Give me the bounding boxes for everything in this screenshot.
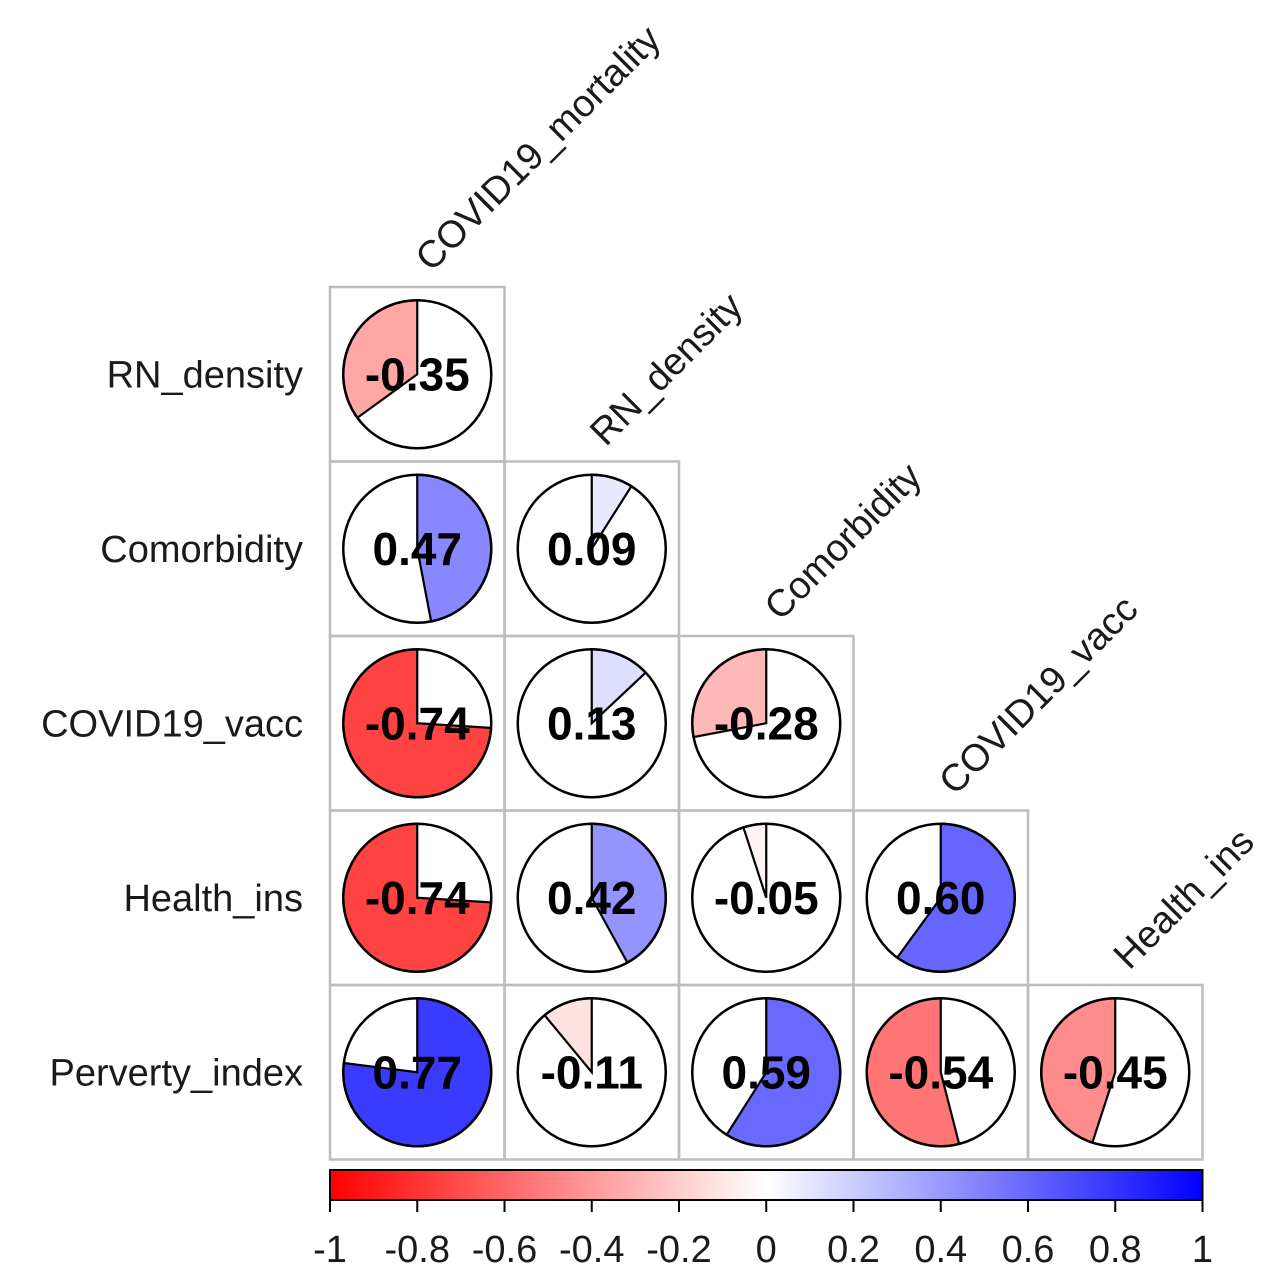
cell-Perverty_index-Comorbidity: 0.59 xyxy=(677,983,855,1161)
colorbar-tick-label: -0.2 xyxy=(646,1229,711,1271)
cell-Perverty_index-COVID19_mortality: 0.77 xyxy=(328,983,506,1161)
column-label: Comorbidity xyxy=(757,455,930,628)
pie-outline xyxy=(342,822,493,973)
value-label: -0.28 xyxy=(714,697,819,749)
column-label: Health_ins xyxy=(1106,821,1263,978)
pie-outline xyxy=(342,299,493,450)
colorbar-tick-label: -1 xyxy=(313,1229,347,1271)
value-label: -0.74 xyxy=(365,872,470,924)
colorbar-tick-label: -0.6 xyxy=(472,1229,537,1271)
value-label: -0.54 xyxy=(888,1046,993,1098)
pie-outline xyxy=(865,997,1016,1148)
row-label: COVID19_vacc xyxy=(41,703,303,745)
row-label: RN_density xyxy=(107,354,303,396)
cell-Perverty_index-Health_ins: -0.45 xyxy=(1026,983,1204,1161)
column-label: RN_density xyxy=(582,285,751,454)
cell-COVID19_vacc-Comorbidity: -0.28 xyxy=(677,634,855,812)
pie-outline xyxy=(516,473,667,624)
pie-outline xyxy=(865,822,1016,973)
pie-outline xyxy=(516,822,667,973)
cell-Perverty_index-RN_density: -0.11 xyxy=(503,983,681,1161)
value-label: 0.09 xyxy=(547,523,637,575)
colorbar: -1 -0.8 -0.6 -0.4 -0.2 0 0.2 0.4 0.6 0.8 1 xyxy=(313,1169,1213,1271)
value-label: 0.47 xyxy=(372,523,462,575)
cell-Comorbidity-RN_density: 0.09 xyxy=(503,460,681,638)
value-label: 0.42 xyxy=(547,872,637,924)
value-label: -0.35 xyxy=(365,348,470,400)
cell-COVID19_vacc-COVID19_mortality: -0.74 xyxy=(328,634,506,812)
value-label: -0.11 xyxy=(541,1046,643,1098)
pie-outline xyxy=(342,648,493,799)
row-label: Perverty_index xyxy=(50,1052,303,1094)
cell-Health_ins-RN_density: 0.42 xyxy=(503,809,681,987)
value-label: -0.05 xyxy=(714,872,819,924)
pie-outline xyxy=(342,473,493,624)
column-label: COVID19_mortality xyxy=(408,18,669,279)
value-label: -0.45 xyxy=(1063,1046,1168,1098)
colorbar-gradient xyxy=(329,1169,1204,1201)
cell-Comorbidity-COVID19_mortality: 0.47 xyxy=(328,460,506,638)
pie-outline xyxy=(516,997,667,1148)
colorbar-tick-label: 0.8 xyxy=(1089,1229,1142,1271)
value-label: -0.74 xyxy=(365,697,470,749)
colorbar-tick-label: 1 xyxy=(1192,1229,1213,1271)
pie-outline xyxy=(516,648,667,799)
pie-outline xyxy=(691,997,842,1148)
pie-outline xyxy=(342,997,493,1148)
value-label: 0.59 xyxy=(721,1046,811,1098)
colorbar-tick-label: 0 xyxy=(756,1229,777,1271)
value-label: 0.77 xyxy=(372,1046,462,1098)
cell-Health_ins-Comorbidity: -0.05 xyxy=(677,809,855,987)
value-label: 0.13 xyxy=(547,697,637,749)
cell-COVID19_vacc-RN_density: 0.13 xyxy=(503,634,681,812)
colorbar-tick-label: 0.2 xyxy=(827,1229,880,1271)
pie-outline xyxy=(691,822,842,973)
pie-outline xyxy=(691,648,842,799)
cell-Health_ins-COVID19_vacc: 0.60 xyxy=(852,809,1030,987)
colorbar-tick-label: 0.4 xyxy=(914,1229,967,1271)
cell-border xyxy=(1026,983,1204,1161)
colorbar-tick-label: 0.6 xyxy=(1002,1229,1055,1271)
cells-layer: -0.35 0.47 0.09 -0.74 0.13 -0.28 -0.74 0.42 -0.0… xyxy=(328,285,1204,1161)
cell-RN_density-COVID19_mortality: -0.35 xyxy=(328,285,506,463)
cell-Health_ins-COVID19_mortality: -0.74 xyxy=(328,809,506,987)
colorbar-tick-label: -0.4 xyxy=(559,1229,624,1271)
value-label: 0.60 xyxy=(896,872,986,924)
cell-Perverty_index-COVID19_vacc: -0.54 xyxy=(852,983,1030,1161)
row-label: Health_ins xyxy=(123,878,303,920)
column-label: COVID19_vacc xyxy=(931,588,1146,803)
row-label: Comorbidity xyxy=(100,529,303,571)
pie-outline xyxy=(1040,997,1191,1148)
colorbar-tick-label: -0.8 xyxy=(385,1229,450,1271)
